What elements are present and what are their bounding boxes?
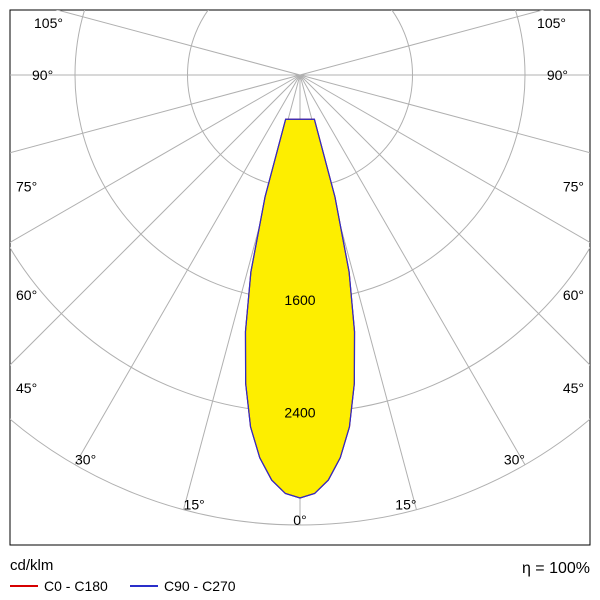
- svg-text:15°: 15°: [184, 497, 205, 513]
- svg-text:0°: 0°: [293, 512, 306, 528]
- svg-text:90°: 90°: [547, 67, 568, 83]
- svg-text:2400: 2400: [284, 405, 315, 421]
- legend-label-c90: C90 - C270: [164, 578, 236, 594]
- chart-svg: 1600 2400 105° 105° 90° 90° 75° 75° 60° 60° 45° 45°…: [0, 0, 600, 600]
- legend-item-c0: C0 - C180: [10, 578, 108, 594]
- polar-chart: 1600 2400 105° 105° 90° 90° 75° 75° 60° 60° 45° 45°…: [0, 0, 600, 600]
- efficiency-label: η = 100%: [522, 560, 590, 578]
- svg-text:60°: 60°: [16, 287, 37, 303]
- legend-item-c90: C90 - C270: [130, 578, 236, 594]
- legend-swatch-c90: [130, 585, 158, 587]
- svg-text:60°: 60°: [563, 287, 584, 303]
- svg-text:1600: 1600: [284, 292, 315, 308]
- legend-swatch-c0: [10, 585, 38, 587]
- svg-text:105°: 105°: [34, 15, 63, 31]
- svg-text:45°: 45°: [563, 380, 584, 396]
- svg-text:45°: 45°: [16, 380, 37, 396]
- unit-label: cd/klm: [10, 557, 254, 574]
- svg-text:105°: 105°: [537, 15, 566, 31]
- svg-text:30°: 30°: [504, 452, 525, 468]
- chart-footer: cd/klm C0 - C180 C90 - C270: [10, 557, 254, 594]
- svg-text:75°: 75°: [563, 178, 584, 194]
- legend: C0 - C180 C90 - C270: [10, 574, 254, 594]
- legend-label-c0: C0 - C180: [44, 578, 108, 594]
- svg-text:15°: 15°: [395, 497, 416, 513]
- svg-text:90°: 90°: [32, 67, 53, 83]
- svg-text:75°: 75°: [16, 178, 37, 194]
- svg-text:30°: 30°: [75, 452, 96, 468]
